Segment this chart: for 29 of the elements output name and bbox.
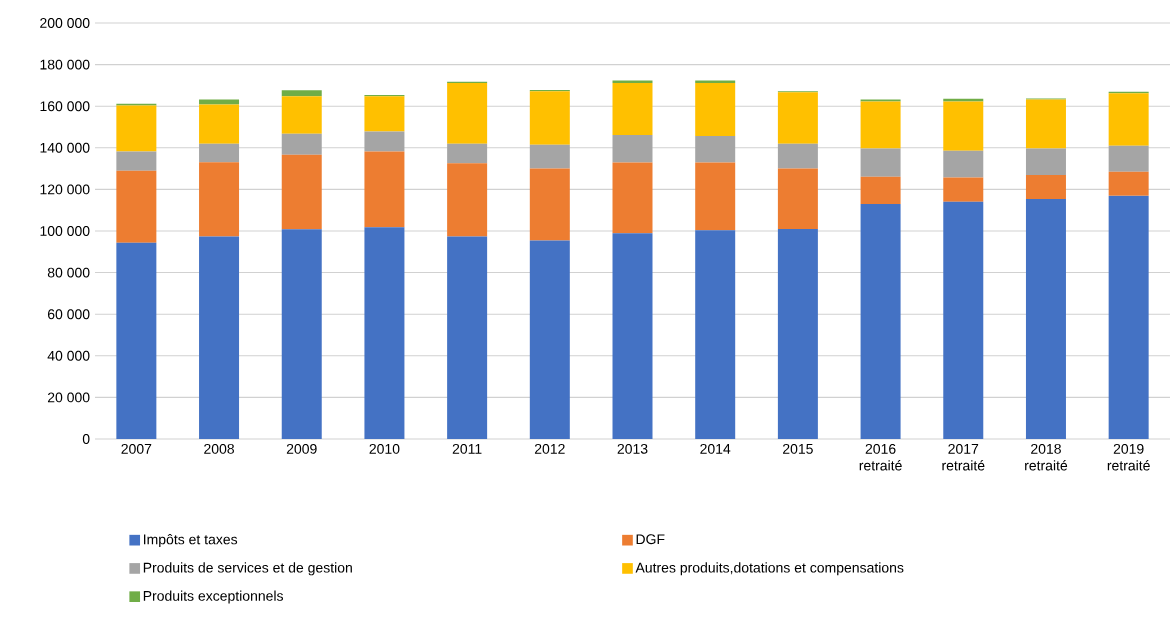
y-tick-label: 120 000	[40, 184, 90, 195]
y-tick-label: 40 000	[47, 350, 90, 361]
legend-label: Produits exceptionnels	[143, 590, 284, 604]
x-tick-label: 2015	[783, 443, 813, 454]
x-tick-label: 2013	[617, 443, 648, 454]
x-tick-label: 2010	[369, 443, 400, 454]
y-tick-label: 60 000	[47, 309, 90, 320]
x-tick-label: 2018 retraité	[1025, 443, 1068, 471]
y-tick-label: 20 000	[47, 392, 90, 403]
x-tick-label: 2014	[700, 443, 731, 454]
legend-label: DGF	[636, 534, 665, 545]
y-tick-label: 100 000	[40, 226, 90, 236]
legend-label: Autres produits,dotations et compensations	[635, 562, 904, 576]
y-tick-label: 200 000	[40, 18, 90, 28]
legend-label: Impôts et taxes	[144, 534, 238, 548]
y-tick-label: 0	[82, 434, 90, 444]
y-tick-label: 80 000	[47, 267, 90, 278]
y-tick-label: 140 000	[40, 142, 90, 153]
x-tick-label: 2019 retraité	[1107, 443, 1150, 471]
x-tick-label: 2008	[204, 443, 234, 454]
y-tick-label: 160 000	[40, 101, 90, 112]
y-tick-label: 180 000	[40, 59, 90, 70]
legend-label: Produits de services et de gestion	[143, 562, 352, 576]
x-tick-label: 2009	[286, 443, 317, 454]
x-tick-label: 2017 retraité	[942, 443, 985, 471]
x-tick-label: 2011	[452, 443, 482, 454]
x-tick-label: 2012	[534, 443, 565, 454]
x-tick-label: 2016 retraité	[859, 443, 902, 471]
x-tick-label: 2007	[121, 443, 152, 454]
